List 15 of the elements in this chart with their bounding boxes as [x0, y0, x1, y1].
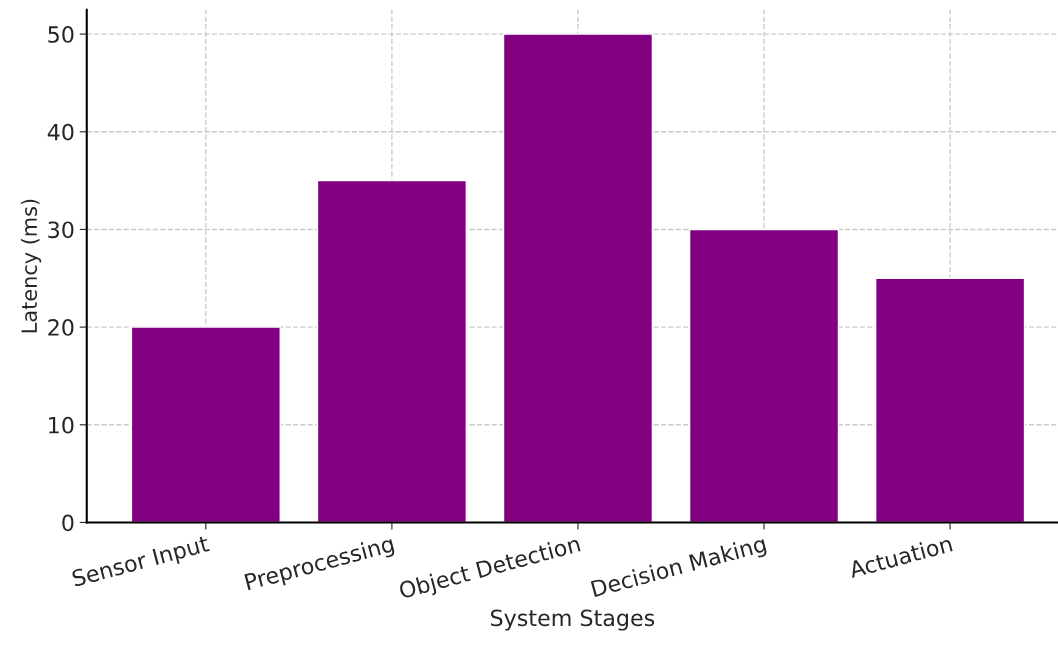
y-tick-label: 50 — [48, 26, 74, 43]
x-tick-label: Sensor Input — [71, 534, 211, 592]
bar — [316, 179, 468, 523]
y-tick-label: 20 — [48, 319, 74, 336]
y-axis-title: Latency (ms) — [20, 199, 42, 333]
y-tick-label: 30 — [48, 221, 74, 239]
bar — [502, 33, 654, 523]
y-tick-label: 10 — [49, 416, 74, 434]
bar — [130, 326, 281, 523]
y-tick-label: 0 — [62, 514, 74, 532]
x-axis-title: System Stages — [490, 609, 655, 631]
x-tick-label: Decision Making — [590, 534, 768, 602]
bar — [688, 228, 840, 523]
bar — [874, 277, 1026, 523]
y-tick-label: 40 — [47, 123, 74, 141]
